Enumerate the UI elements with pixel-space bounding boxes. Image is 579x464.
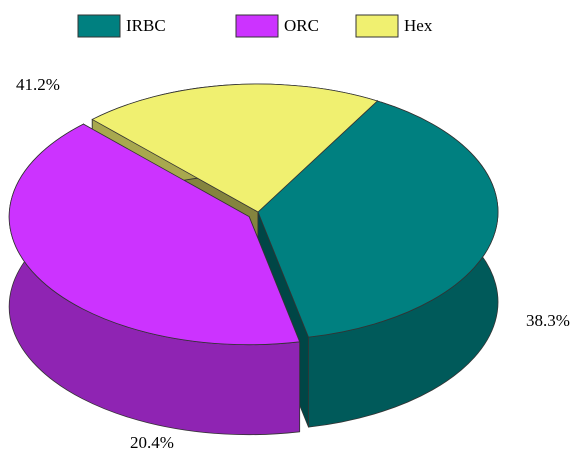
pie-tops xyxy=(8,83,499,346)
legend-swatch xyxy=(235,14,279,38)
legend: IRBC ORC Hex xyxy=(77,14,433,38)
legend-swatch xyxy=(355,14,399,38)
legend-swatch xyxy=(77,14,121,38)
legend-label: Hex xyxy=(404,16,433,35)
slice xyxy=(257,100,499,338)
data-label: 41.2% xyxy=(16,75,60,94)
slice xyxy=(91,83,379,213)
data-label: 20.4% xyxy=(130,433,174,452)
legend-label: ORC xyxy=(284,16,319,35)
data-label: 38.3% xyxy=(526,311,570,330)
data-labels: 38.3% 41.2% 20.4% xyxy=(16,75,570,452)
slice xyxy=(8,123,301,346)
legend-label: IRBC xyxy=(126,16,166,35)
